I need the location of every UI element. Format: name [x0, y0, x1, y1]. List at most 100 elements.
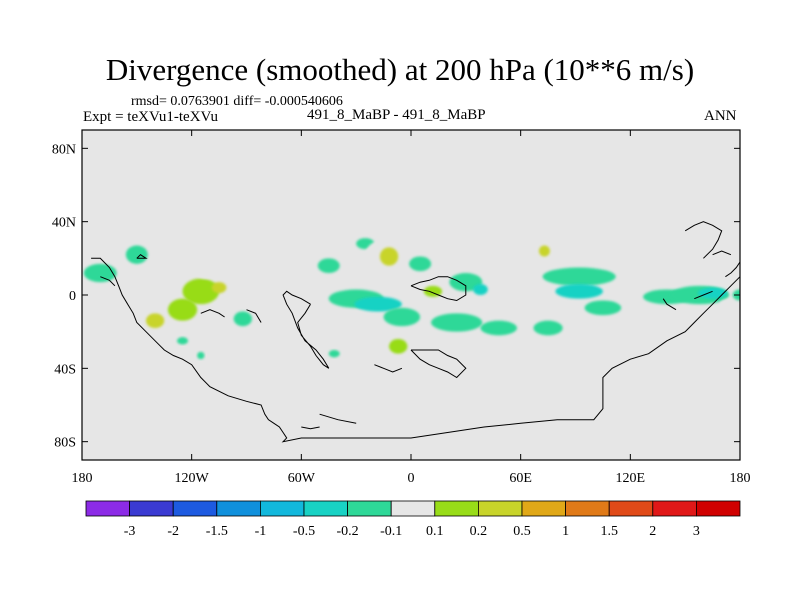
colorbar-box-8 — [434, 500, 479, 517]
anomaly-patch-10 — [222, 291, 252, 306]
colorbar-label-11: 1.5 — [600, 524, 618, 539]
lon-label-0: 180 — [72, 471, 93, 486]
anomaly-patch-43 — [555, 284, 603, 299]
anomaly-patch-46 — [504, 236, 519, 244]
anomaly-patch-13 — [233, 311, 252, 327]
anomaly-patch-12 — [197, 351, 205, 360]
anomaly-patch-31 — [383, 307, 421, 327]
anomaly-patch-11 — [177, 337, 189, 345]
colorbar-label-0: -3 — [124, 524, 136, 539]
anomaly-patch-54 — [637, 284, 642, 295]
coastline-layer — [91, 221, 740, 443]
colorbar-label-8: 0.2 — [470, 524, 488, 539]
anomaly-patch-0 — [83, 263, 117, 283]
colorbar-label-2: -1.5 — [206, 524, 228, 539]
lat-label-1: 40N — [52, 216, 76, 231]
colorbar-box-13 — [652, 500, 697, 517]
anomaly-patch-15 — [283, 260, 302, 272]
anomaly-patch-34 — [533, 320, 563, 336]
coastline-15 — [712, 250, 732, 256]
lat-label-3: 40S — [54, 362, 76, 377]
divergence-anomaly-layer — [82, 230, 740, 398]
plot-title: Divergence (smoothed) at 200 hPa (10**6 … — [105, 52, 695, 87]
anomaly-patch-41 — [538, 245, 550, 257]
coastline-5 — [246, 309, 262, 323]
coastline-1 — [136, 254, 148, 259]
colorbar-label-3: -1 — [255, 524, 267, 539]
coastline-9 — [319, 413, 357, 424]
rmsd-diff-stats: rmsd= 0.0763901 diff= -0.000540606 — [131, 94, 343, 109]
coastline-13 — [694, 290, 713, 300]
colorbar-label-5: -0.2 — [337, 524, 359, 539]
lon-label-2: 60W — [288, 471, 316, 486]
anomaly-patch-5 — [145, 313, 165, 328]
anomaly-patch-45 — [575, 230, 594, 242]
anomaly-patch-8 — [195, 267, 218, 279]
colorbar-box-2 — [172, 500, 218, 517]
longitude-tick-labels: 180 120W 60W 0 60E 120E 180 — [72, 471, 751, 486]
colorbar-label-12: 2 — [649, 524, 656, 539]
anomaly-patch-44 — [584, 300, 622, 316]
colorbar-box-12 — [608, 500, 654, 517]
anomaly-patch-52 — [705, 267, 720, 279]
anomaly-patch-37 — [401, 375, 439, 398]
colorbar-label-6: -0.1 — [380, 524, 402, 539]
anomaly-patch-22 — [354, 296, 402, 312]
colorbar-box-1 — [129, 500, 174, 517]
latitude-tick-labels: 80N 40N 0 40S 80S — [52, 142, 76, 450]
anomaly-patch-28 — [473, 284, 488, 295]
colorbar-label-10: 1 — [562, 524, 569, 539]
anomaly-patch-19 — [303, 320, 337, 343]
anomaly-patch-53 — [725, 260, 737, 272]
anomaly-patch-3 — [82, 293, 93, 308]
colorbar-box-3 — [216, 500, 261, 517]
anomaly-patch-6 — [182, 278, 220, 305]
anomaly-patch-9 — [167, 298, 198, 321]
anomaly-patch-27 — [449, 273, 483, 292]
lon-label-4: 60E — [509, 471, 532, 486]
colorbar-box-6 — [347, 500, 392, 517]
colorbar-box-5 — [303, 500, 348, 517]
lon-label-1: 120W — [175, 471, 210, 486]
anomaly-patch-2 — [114, 276, 145, 296]
case-comparison-label: 491_8_MaBP - 491_8_MaBP — [307, 107, 486, 123]
coastline-0 — [91, 257, 740, 443]
colorbar-box-9 — [477, 500, 523, 517]
anomaly-patch-25 — [409, 256, 432, 272]
colorbar-label-13: 3 — [693, 524, 700, 539]
anomaly-patch-26 — [442, 252, 472, 272]
colorbar-box-11 — [565, 500, 610, 517]
colorbar-labels: -3 -2 -1.5 -1 -0.5 -0.2 -0.1 0.1 0.2 0.5 1 1.5 2 3 — [124, 524, 700, 539]
anomaly-patch-36 — [389, 339, 408, 354]
anomaly-patch-32 — [431, 313, 483, 332]
coastline-6 — [410, 276, 467, 302]
anomaly-patch-50 — [670, 307, 693, 319]
colorbar-label-7: 0.1 — [426, 524, 444, 539]
anomaly-patch-1 — [125, 245, 148, 264]
colorbar — [85, 500, 741, 517]
lat-label-4: 80S — [54, 436, 76, 451]
anomaly-patch-24 — [379, 247, 399, 266]
lat-label-2: 0 — [69, 289, 76, 304]
lon-label-3: 0 — [408, 471, 415, 486]
coastline-3 — [200, 309, 225, 318]
anomaly-patch-7 — [211, 282, 227, 294]
season-label: ANN — [704, 108, 737, 124]
colorbar-label-4: -0.5 — [293, 524, 315, 539]
coastline-8 — [374, 364, 403, 373]
lon-label-5: 120E — [616, 471, 646, 486]
coastline-10 — [301, 426, 320, 430]
experiment-label: Expt = teXVu1-teXVu — [83, 109, 218, 125]
colorbar-box-4 — [259, 500, 305, 517]
lat-label-0: 80N — [52, 142, 76, 157]
anomaly-patch-35 — [398, 342, 479, 369]
colorbar-box-0 — [85, 500, 130, 517]
anomaly-patch-20 — [328, 350, 340, 358]
anomaly-patch-16 — [317, 258, 340, 273]
anomaly-patch-49 — [697, 287, 728, 299]
anomaly-patch-17 — [352, 267, 371, 279]
anomaly-patch-39 — [498, 243, 543, 262]
lon-label-6: 180 — [730, 471, 751, 486]
coastline-11 — [684, 221, 723, 259]
